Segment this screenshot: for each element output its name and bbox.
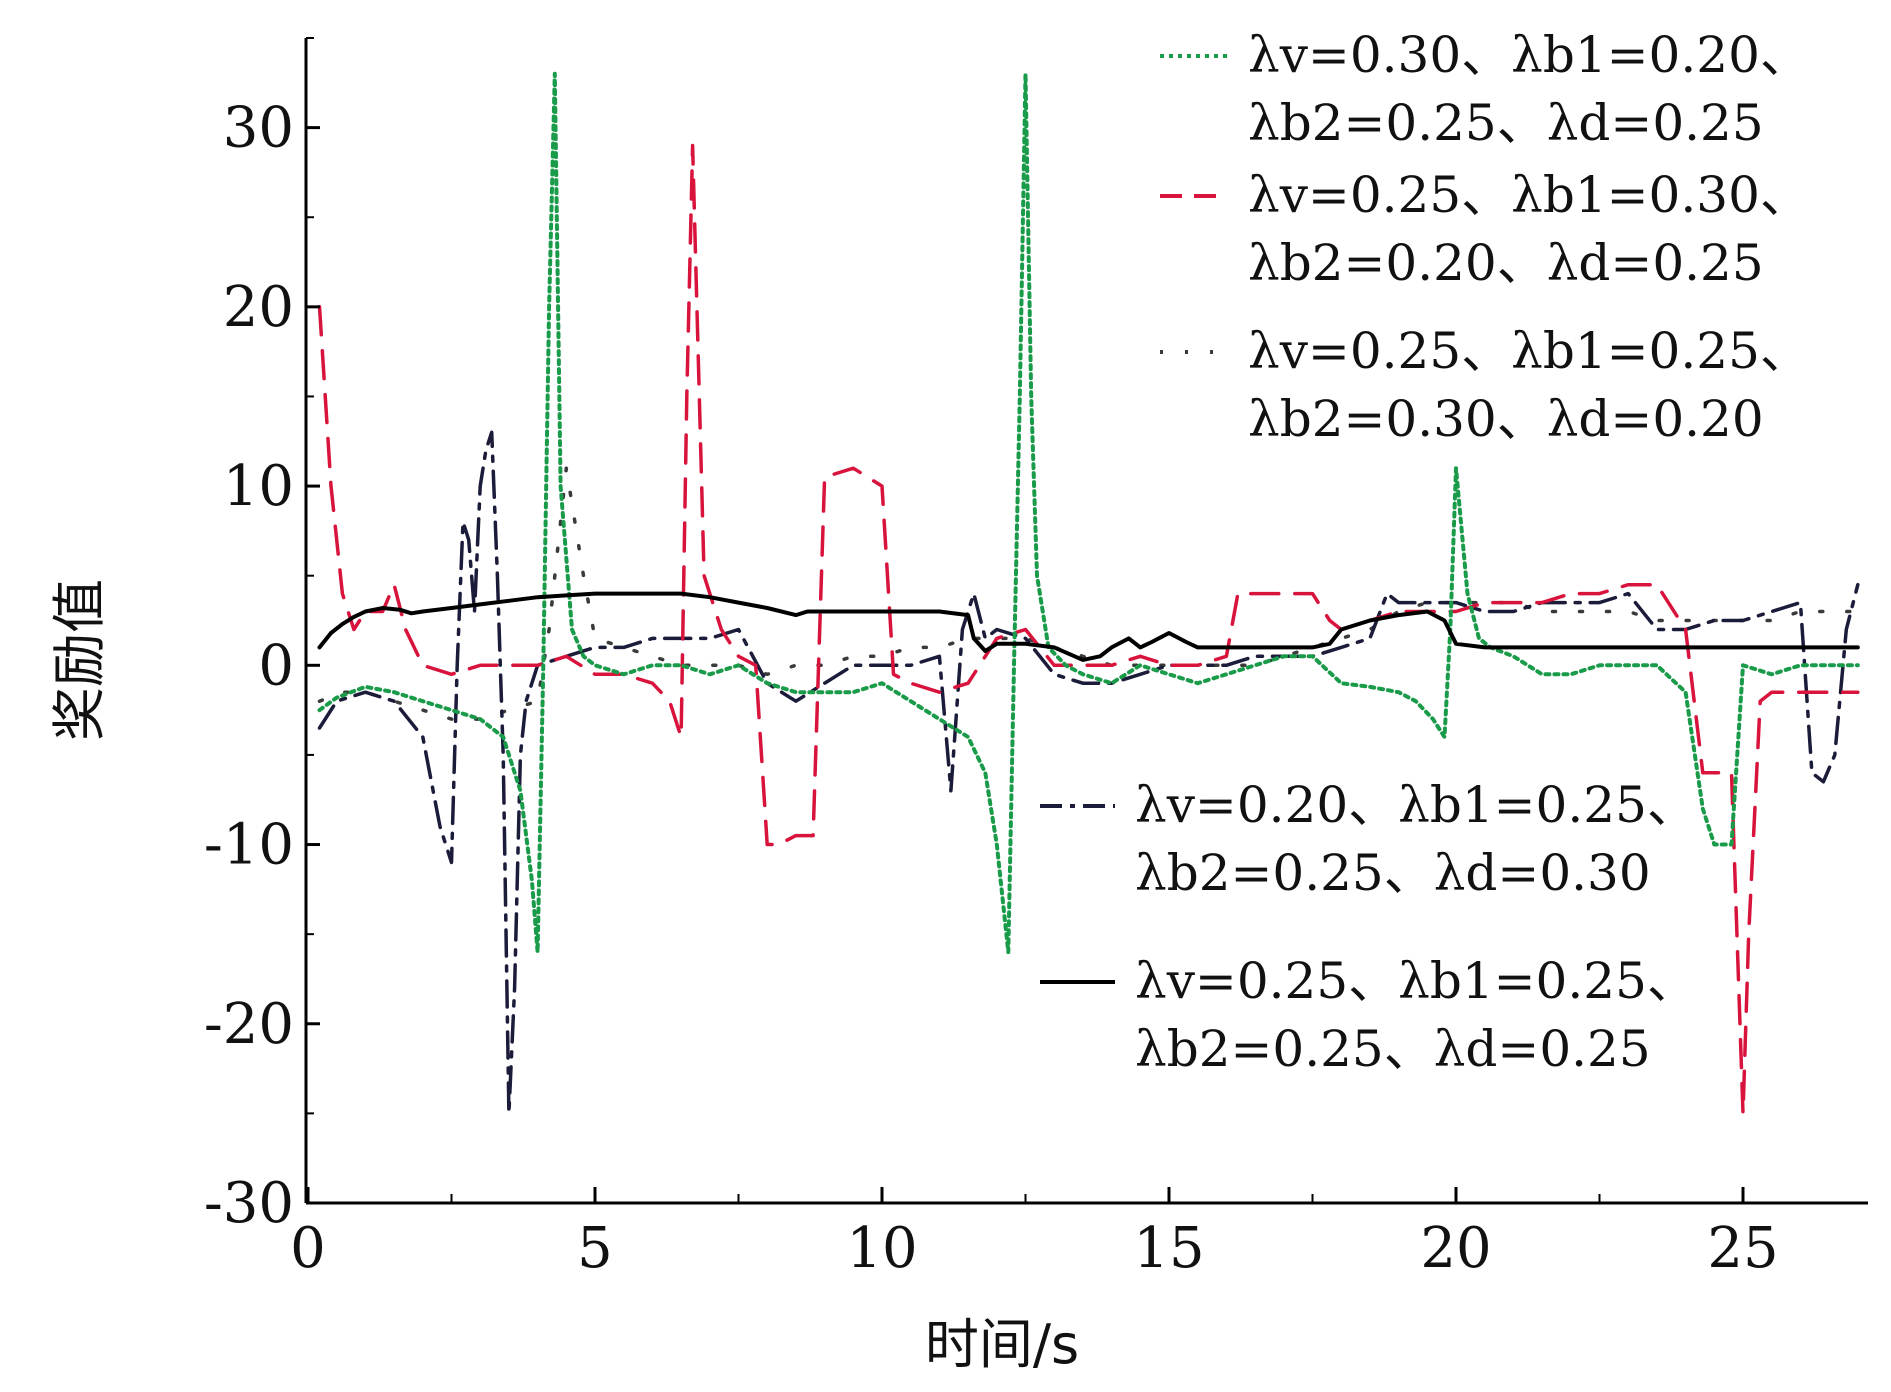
y-axis-title: 奖励值 [48, 579, 111, 741]
series-line-2 [317, 143, 1860, 1116]
y-tick-label: -10 [204, 813, 294, 878]
series-line-5 [317, 591, 1860, 662]
legend-label-line-2: λb2=0.25、λd=0.25 [1135, 1020, 1651, 1078]
y-tick-label: 30 [223, 96, 294, 161]
axes: -30 -20 -10 0 10 20 30 0 5 10 15 20 25 [204, 37, 1868, 1281]
legend-label-line-2: λb2=0.25、λd=0.25 [1248, 94, 1764, 152]
x-tick-label: 5 [577, 1216, 613, 1281]
legend: λv=0.30、λb1=0.20、λb2=0.25、λd=0.25λv=0.25… [1040, 26, 1810, 1078]
legend-label-line-2: λb2=0.25、λd=0.30 [1135, 844, 1651, 902]
x-tick-label: 0 [290, 1216, 326, 1281]
y-tick-label: -20 [204, 992, 294, 1057]
x-tick-label: 10 [846, 1216, 917, 1281]
legend-label-line-2: λb2=0.20、λd=0.25 [1248, 234, 1764, 292]
x-tick-label: 25 [1707, 1216, 1778, 1281]
legend-entry-4: λv=0.20、λb1=0.25、 λb2=0.25、λd=0.30 [1040, 776, 1697, 902]
legend-label-line-1: λv=0.25、λb1=0.25、 [1135, 952, 1697, 1010]
plot-lines [317, 71, 1860, 1116]
legend-label-line-1: λv=0.30、λb1=0.20、 [1248, 26, 1810, 84]
legend-label-line-1: λv=0.25、λb1=0.25、 [1248, 322, 1810, 380]
y-tick-label: 0 [258, 633, 294, 698]
x-axis-title: 时间/s [925, 1313, 1079, 1376]
legend-label-line-1: λv=0.20、λb1=0.25、 [1135, 776, 1697, 834]
series-line-4 [317, 430, 1860, 1116]
series-line-1 [317, 71, 1860, 955]
legend-entry-2: λv=0.25、λb1=0.30、 λb2=0.20、λd=0.25 [1160, 166, 1810, 292]
x-tick-label: 15 [1133, 1216, 1204, 1281]
legend-entry-1: λv=0.30、λb1=0.20、 λb2=0.25、λd=0.25 [1160, 26, 1810, 152]
legend-label-line-1: λv=0.25、λb1=0.30、 [1248, 166, 1810, 224]
x-tick-label: 20 [1420, 1216, 1491, 1281]
legend-label-line-2: λb2=0.30、λd=0.20 [1248, 390, 1764, 448]
y-tick-label: 20 [223, 275, 294, 340]
legend-entry-5: λv=0.25、λb1=0.25、 λb2=0.25、λd=0.25 [1040, 952, 1697, 1078]
y-tick-label: -30 [204, 1171, 294, 1236]
y-tick-label: 10 [223, 454, 294, 519]
legend-entry-3: λv=0.25、λb1=0.25、 λb2=0.30、λd=0.20 [1160, 322, 1810, 448]
